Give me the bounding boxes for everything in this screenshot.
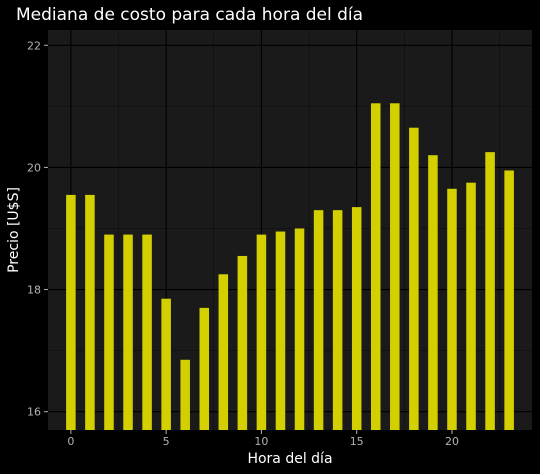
bar <box>390 103 400 430</box>
bar <box>332 210 343 430</box>
x-tick-label: 20 <box>445 435 459 448</box>
y-axis-title: Precio [U$S] <box>6 187 22 273</box>
bar <box>370 103 381 430</box>
bar <box>409 127 419 430</box>
axes: 16 18 20 22 0 5 10 15 20 <box>27 39 459 448</box>
bar <box>504 170 514 430</box>
bars <box>66 103 514 431</box>
bar <box>351 207 362 430</box>
y-tick-label: 18 <box>27 284 41 297</box>
bar <box>466 182 476 430</box>
bar <box>104 234 114 430</box>
bar <box>275 231 286 430</box>
bar <box>161 298 171 430</box>
bar <box>85 194 95 430</box>
chart-title: Mediana de costo para cada hora del día <box>16 5 363 25</box>
bar <box>199 307 210 430</box>
bar <box>485 152 495 431</box>
bar <box>218 274 229 430</box>
bar <box>447 188 457 430</box>
x-axis-title: Hora del día <box>247 451 332 467</box>
bar <box>313 210 324 430</box>
bar <box>123 234 133 430</box>
x-tick-label: 15 <box>350 435 364 448</box>
bar <box>256 234 267 430</box>
x-tick-label: 5 <box>163 435 170 448</box>
x-tick-label: 10 <box>254 435 268 448</box>
bar <box>237 255 248 430</box>
plot-panel <box>48 30 532 430</box>
y-tick-label: 16 <box>27 406 41 419</box>
y-tick-label: 20 <box>27 161 41 174</box>
x-tick-label: 0 <box>67 435 74 448</box>
bar <box>294 228 305 430</box>
bar <box>180 359 190 430</box>
bar <box>428 155 438 430</box>
y-tick-label: 22 <box>27 39 41 52</box>
bar <box>66 194 76 430</box>
bar <box>142 234 152 430</box>
